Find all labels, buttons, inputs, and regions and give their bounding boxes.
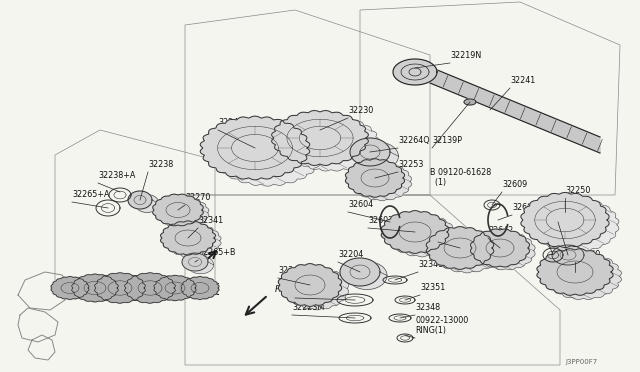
- Text: 32245: 32245: [218, 118, 243, 127]
- Text: 32642: 32642: [488, 226, 513, 235]
- Polygon shape: [470, 229, 529, 267]
- Text: 32265+B: 32265+B: [198, 248, 236, 257]
- Text: 32237M: 32237M: [295, 286, 327, 295]
- Polygon shape: [154, 275, 196, 301]
- Polygon shape: [135, 195, 159, 212]
- Text: 32348: 32348: [418, 260, 443, 269]
- Polygon shape: [426, 227, 494, 269]
- Text: 32604: 32604: [348, 200, 373, 209]
- Polygon shape: [381, 211, 449, 253]
- Text: FRONT: FRONT: [275, 285, 305, 295]
- Polygon shape: [340, 258, 380, 286]
- Text: 32604+A: 32604+A: [512, 203, 549, 212]
- Text: 32348: 32348: [415, 303, 440, 312]
- Polygon shape: [476, 232, 535, 270]
- Polygon shape: [393, 59, 437, 85]
- Polygon shape: [181, 276, 219, 299]
- Text: 32351: 32351: [420, 283, 445, 292]
- Polygon shape: [166, 224, 221, 258]
- Polygon shape: [182, 253, 208, 271]
- Text: 32238: 32238: [148, 160, 173, 169]
- Polygon shape: [552, 245, 584, 265]
- Polygon shape: [153, 194, 204, 226]
- Polygon shape: [537, 249, 613, 295]
- Polygon shape: [521, 192, 609, 247]
- Polygon shape: [95, 273, 145, 303]
- Polygon shape: [213, 122, 323, 186]
- Text: 32609: 32609: [502, 180, 527, 189]
- Text: 32342: 32342: [278, 266, 303, 275]
- Text: 32204: 32204: [338, 250, 364, 259]
- Text: 32270: 32270: [185, 193, 211, 202]
- Polygon shape: [283, 116, 380, 171]
- Text: 32260: 32260: [575, 250, 600, 259]
- Polygon shape: [158, 197, 209, 229]
- Text: 32272N: 32272N: [558, 210, 589, 219]
- Text: 32600M: 32600M: [438, 230, 470, 239]
- Polygon shape: [125, 273, 175, 303]
- Polygon shape: [433, 230, 500, 273]
- Polygon shape: [200, 116, 310, 180]
- Polygon shape: [128, 191, 152, 209]
- Text: 32219N: 32219N: [450, 51, 481, 60]
- Text: 32230: 32230: [348, 106, 373, 115]
- Text: 32265+A: 32265+A: [72, 190, 109, 199]
- Text: 32238+A: 32238+A: [98, 171, 136, 180]
- Text: 00922-13000
RING(1): 00922-13000 RING(1): [415, 315, 468, 335]
- Polygon shape: [430, 67, 600, 153]
- Polygon shape: [358, 142, 398, 170]
- Polygon shape: [80, 283, 218, 294]
- Polygon shape: [531, 198, 619, 253]
- Polygon shape: [285, 267, 349, 310]
- Text: 32250: 32250: [565, 186, 590, 195]
- Text: 32139P: 32139P: [432, 136, 462, 145]
- Text: 32223M: 32223M: [292, 303, 324, 312]
- Polygon shape: [51, 276, 89, 299]
- Polygon shape: [161, 221, 216, 255]
- Text: 32253: 32253: [398, 160, 424, 169]
- Polygon shape: [347, 262, 387, 289]
- Polygon shape: [353, 162, 412, 201]
- Polygon shape: [346, 159, 404, 197]
- Text: (1): (1): [430, 177, 446, 186]
- Polygon shape: [545, 253, 621, 299]
- Polygon shape: [72, 274, 118, 302]
- Text: 32341: 32341: [198, 216, 223, 225]
- Text: J3PP00F7: J3PP00F7: [565, 359, 597, 365]
- Polygon shape: [188, 256, 214, 274]
- Polygon shape: [464, 99, 476, 105]
- Polygon shape: [557, 248, 589, 268]
- Text: 32262P: 32262P: [548, 230, 578, 239]
- Polygon shape: [271, 110, 369, 166]
- Polygon shape: [278, 264, 342, 307]
- Polygon shape: [388, 214, 456, 257]
- Text: B 09120-61628: B 09120-61628: [430, 167, 492, 176]
- Polygon shape: [350, 138, 390, 166]
- Text: 32264Q: 32264Q: [398, 136, 429, 145]
- Text: 32241: 32241: [510, 76, 535, 85]
- Text: 32602: 32602: [368, 216, 393, 225]
